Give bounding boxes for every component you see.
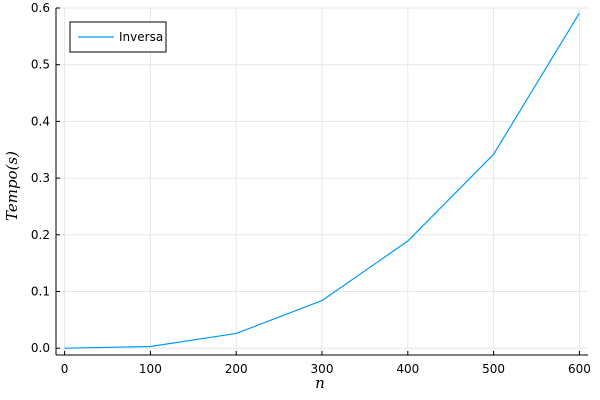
- grid: [56, 7, 588, 355]
- x-tick-label: 200: [225, 362, 248, 376]
- x-tick-label: 400: [396, 362, 419, 376]
- y-tick-label: 0.6: [31, 1, 50, 15]
- x-tick-label: 600: [568, 362, 591, 376]
- series-layer: [64, 12, 580, 349]
- x-tick-label: 100: [139, 362, 162, 376]
- series-line-inversa: [64, 12, 580, 349]
- y-axis-label: Tempo(s): [3, 151, 21, 221]
- x-tick-label: 300: [311, 362, 334, 376]
- y-tick-label: 0.1: [31, 284, 50, 298]
- y-tick-label: 0.5: [31, 58, 50, 72]
- x-tick-label: 0: [61, 362, 69, 376]
- y-tick-label: 0.0: [31, 341, 50, 355]
- x-tick-label: 500: [482, 362, 505, 376]
- x-axis-label: n: [315, 374, 325, 392]
- legend: Inversa: [69, 21, 167, 53]
- axes: 0 100 200 300 400 500 600 0.0 0.1 0.2 0.3 0.4 0.5 0.6: [31, 1, 591, 376]
- legend-label: Inversa: [119, 30, 163, 44]
- y-tick-label: 0.4: [31, 114, 50, 128]
- y-tick-label: 0.2: [31, 228, 50, 242]
- y-tick-label: 0.3: [31, 171, 50, 185]
